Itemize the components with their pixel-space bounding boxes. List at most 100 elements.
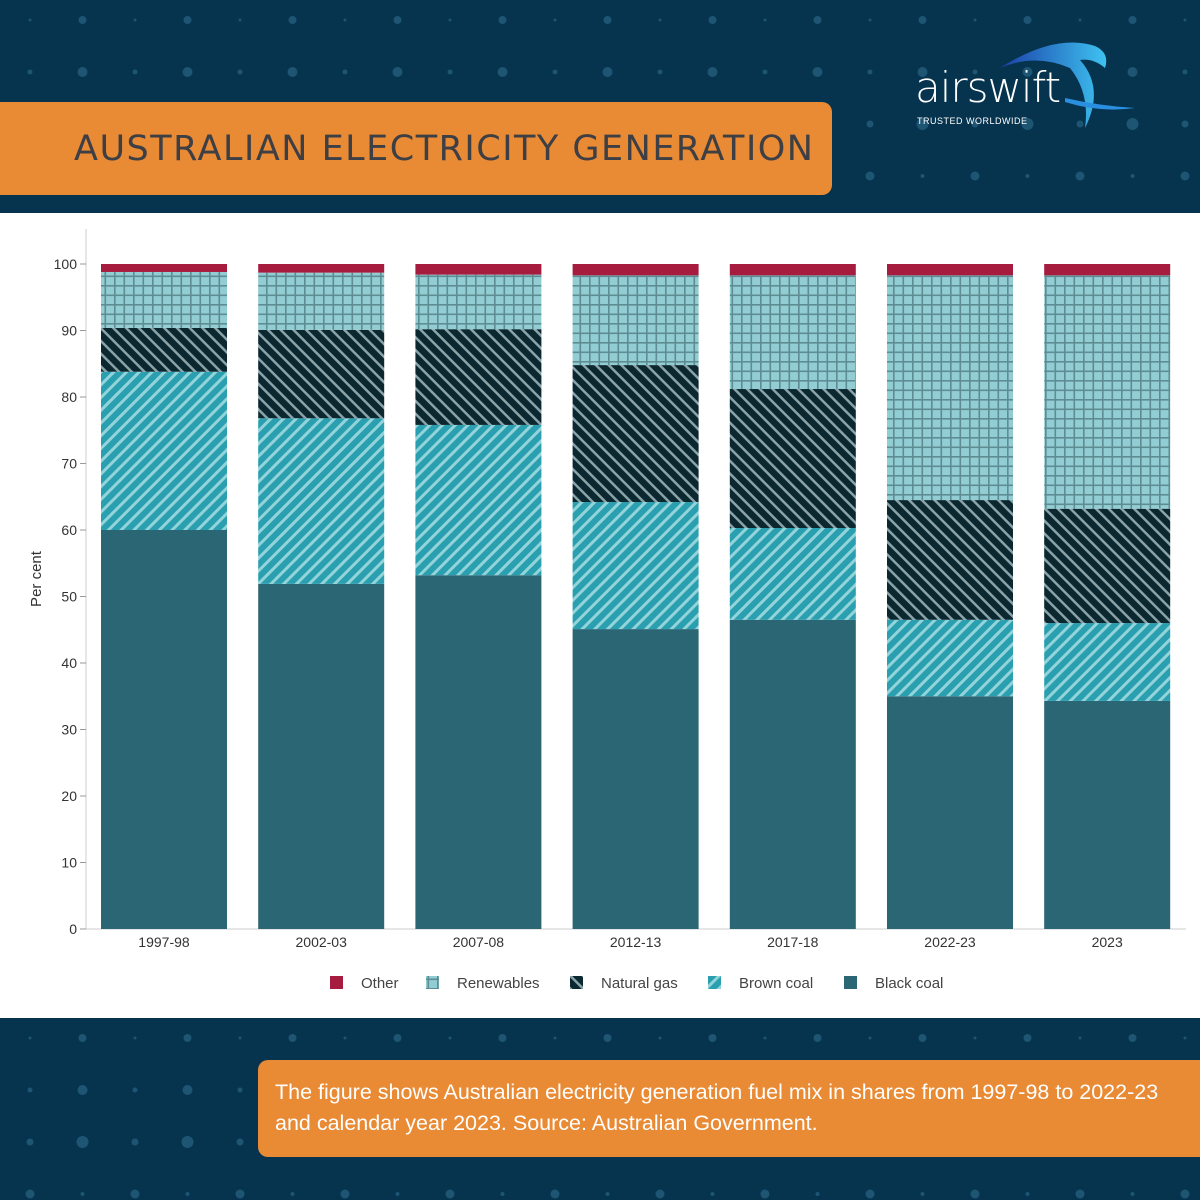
- bar-segment-renewables: [415, 274, 542, 330]
- page-title: AUSTRALIAN ELECTRICITY GENERATION: [74, 129, 815, 169]
- dot: [971, 120, 979, 128]
- dot: [183, 16, 192, 24]
- dot: [868, 1036, 872, 1040]
- dot: [133, 1036, 137, 1040]
- dot: [868, 18, 872, 22]
- dot: [813, 1034, 822, 1042]
- dot: [25, 1189, 35, 1199]
- swift-bird-icon: [1000, 42, 1135, 128]
- dot: [183, 1034, 192, 1042]
- dot: [1127, 67, 1138, 77]
- dot: [340, 1189, 350, 1199]
- dot: [497, 67, 508, 77]
- dot: [290, 1192, 295, 1196]
- bar-segment-other: [729, 264, 856, 276]
- dot: [602, 67, 613, 77]
- legend-swatch: [570, 976, 583, 989]
- bar-segment-other: [572, 264, 699, 276]
- figure-caption: The figure shows Australian electricity …: [275, 1080, 1159, 1135]
- dot: [500, 1192, 505, 1196]
- dot: [448, 18, 452, 22]
- dot: [76, 1136, 89, 1148]
- caption-banner: [258, 1060, 1200, 1157]
- dot: [185, 1192, 190, 1196]
- dot: [866, 120, 874, 128]
- dot: [1183, 1036, 1187, 1040]
- dot: [550, 1189, 560, 1199]
- logo-wordmark: airswift: [915, 63, 1061, 112]
- logo-tagline: TRUSTED WORLDWIDE: [917, 116, 1028, 126]
- bar-segment-brown-coal: [101, 371, 227, 530]
- bar-segment-other: [101, 264, 227, 272]
- bar-segment-black-coal: [729, 619, 856, 929]
- dot: [1180, 171, 1190, 181]
- dot: [1130, 174, 1135, 178]
- dot: [77, 1085, 88, 1095]
- bar-segment-other: [1044, 264, 1171, 276]
- bar-segment-black-coal: [1044, 700, 1171, 929]
- dot: [28, 1036, 32, 1040]
- title-banner: [0, 102, 832, 195]
- dot: [865, 171, 875, 181]
- dot: [918, 1034, 927, 1042]
- legend-label: Brown coal: [739, 975, 813, 992]
- dot: [28, 18, 32, 22]
- dot: [288, 1034, 297, 1042]
- dot: [1078, 1036, 1082, 1040]
- dot: [812, 67, 823, 77]
- airswift-logo[interactable]: airswift TRUSTED WORLDWIDE: [915, 38, 1155, 133]
- y-tick-label: 100: [54, 256, 78, 272]
- dot: [80, 1192, 85, 1196]
- dot: [1126, 118, 1139, 130]
- y-tick-label: 0: [69, 921, 77, 937]
- bar-segment-renewables: [729, 275, 856, 390]
- dot: [132, 1087, 138, 1093]
- dot: [445, 1189, 455, 1199]
- dot: [498, 1034, 507, 1042]
- dot: [235, 1189, 245, 1199]
- x-tick-label: 2017-18: [767, 934, 819, 950]
- dot: [26, 1138, 34, 1146]
- dot: [1076, 120, 1084, 128]
- dot: [27, 69, 33, 75]
- bar-segment-natural-gas: [258, 329, 385, 419]
- x-tick-label: 2002-03: [296, 934, 348, 950]
- y-tick-label: 50: [61, 589, 77, 605]
- dot: [236, 1138, 244, 1146]
- x-tick-label: 2022-23: [924, 934, 976, 950]
- legend-label: Black coal: [875, 975, 943, 992]
- dot: [1130, 1192, 1135, 1196]
- dot: [867, 69, 873, 75]
- dot: [710, 1192, 715, 1196]
- dot: [1021, 118, 1034, 130]
- bar-segment-brown-coal: [1044, 623, 1171, 701]
- dot: [393, 16, 402, 24]
- bar-segment-renewables: [101, 271, 227, 328]
- y-tick-label: 40: [61, 655, 77, 671]
- dot: [813, 16, 822, 24]
- dot: [763, 1036, 767, 1040]
- dot: [970, 1189, 980, 1199]
- bar-segment-natural-gas: [572, 365, 699, 503]
- legend-swatch: [426, 976, 439, 989]
- legend-swatch: [844, 976, 857, 989]
- dot: [1181, 120, 1189, 128]
- dot: [1183, 18, 1187, 22]
- dot: [1180, 1189, 1190, 1199]
- dot: [708, 1034, 717, 1042]
- dot: [553, 18, 557, 22]
- dot: [1128, 16, 1137, 24]
- dot: [130, 1189, 140, 1199]
- chart-panel: Per cent 0 10 20 30 40 50 60 70 80 90 100 1997-98 2…: [0, 213, 1200, 1018]
- dot: [553, 1036, 557, 1040]
- dot: [342, 69, 348, 75]
- dot: [1025, 1192, 1030, 1196]
- dot: [182, 1085, 193, 1095]
- x-tick-label: 2023: [1092, 934, 1123, 950]
- bar-segment-natural-gas: [729, 389, 856, 529]
- dot: [237, 1087, 243, 1093]
- bar-segment-natural-gas: [101, 327, 227, 372]
- dot: [343, 1036, 347, 1040]
- bar-segment-brown-coal: [887, 619, 1013, 697]
- dot: [655, 1189, 665, 1199]
